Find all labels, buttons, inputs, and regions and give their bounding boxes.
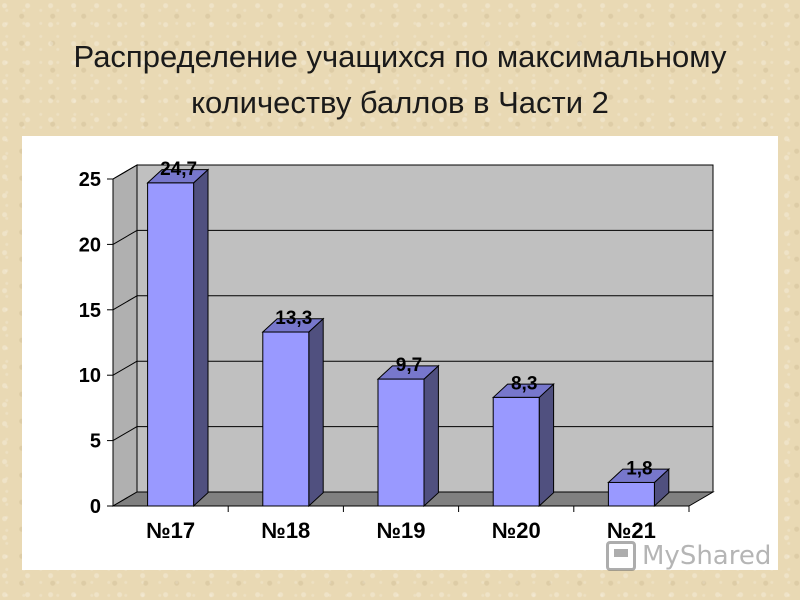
bar [492, 396, 540, 507]
gridline-side [112, 295, 138, 311]
bar-value-label: 8,3 [511, 373, 537, 394]
bar [377, 378, 425, 507]
bar-side [423, 364, 439, 508]
bar-side [193, 168, 209, 508]
chart-panel: 0 5 10 15 20 25 24,7 №17 13,3 №18 9,7 №19 8,3 №20 1,8 №… [22, 136, 778, 570]
watermark-text: MyShared [642, 541, 772, 571]
y-tick-label: 0 [90, 496, 101, 518]
y-tick-label: 20 [79, 234, 101, 256]
bar-side [308, 317, 324, 508]
bar-value-label: 24,7 [160, 159, 197, 180]
y-tick-label: 15 [79, 300, 101, 322]
bar [147, 182, 195, 507]
x-tick-label: №21 [607, 518, 656, 543]
slide-title-line2: количеству баллов в Части 2 [191, 85, 609, 120]
watermark-logo: MyShared [606, 536, 776, 576]
bar-value-label: 1,8 [626, 458, 652, 479]
gridline-side [112, 426, 138, 442]
bar [607, 481, 655, 507]
x-tick-label: №19 [377, 518, 426, 543]
bar [262, 331, 310, 507]
gridline-side [112, 229, 138, 245]
gridline-side [112, 360, 138, 376]
slide-title: Распределение учащихся по максимальному … [0, 34, 800, 126]
bar-chart: 0 5 10 15 20 25 24,7 №17 13,3 №18 9,7 №19 8,3 №20 1,8 №… [79, 159, 715, 543]
x-tick-label: №17 [146, 518, 195, 543]
y-tick-label: 10 [79, 365, 101, 387]
x-tick-label: №18 [261, 518, 310, 543]
chart-side-wall [112, 164, 138, 507]
gridline-side [112, 164, 138, 180]
bar-side [538, 382, 555, 508]
bar-value-label: 13,3 [275, 308, 312, 329]
y-tick-label: 5 [90, 431, 101, 453]
bar-value-label: 9,7 [396, 355, 422, 376]
slide-title-line1: Распределение учащихся по максимальному [73, 39, 727, 74]
x-tick-label: №20 [492, 518, 541, 543]
projector-icon [606, 541, 636, 571]
y-tick-label: 25 [79, 169, 101, 191]
